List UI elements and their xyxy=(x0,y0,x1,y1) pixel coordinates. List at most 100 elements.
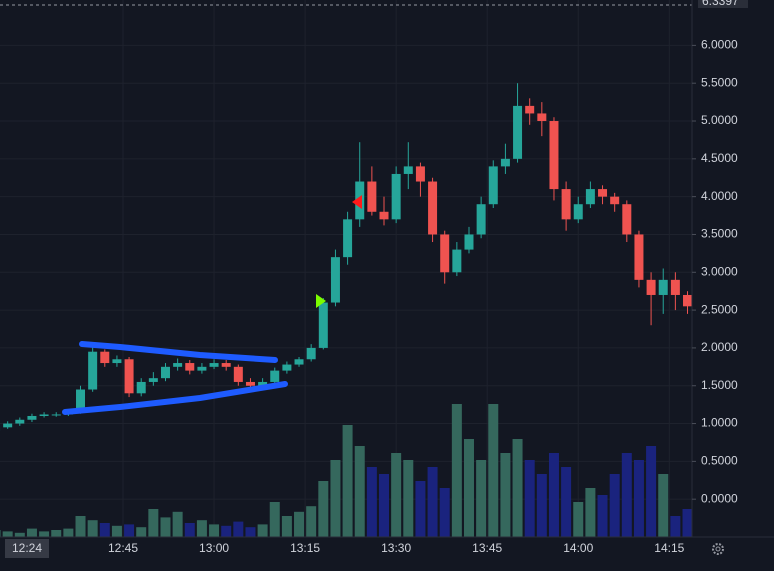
candle-body xyxy=(3,423,13,428)
volume-bar xyxy=(160,517,171,537)
candle-body xyxy=(343,219,353,258)
last-price-label: 6.3397 xyxy=(702,0,739,8)
volume-bar xyxy=(124,524,135,537)
x-tick-label: 14:00 xyxy=(563,541,593,555)
candle-body xyxy=(428,181,438,235)
settings-icon[interactable] xyxy=(712,543,724,555)
volume-bar xyxy=(391,453,402,537)
volume-bar xyxy=(148,509,159,537)
candle-body xyxy=(537,113,547,122)
volume-bar xyxy=(306,506,317,537)
y-tick-label: 3.0000 xyxy=(701,264,738,278)
candle-layer xyxy=(0,83,692,432)
y-tick-label: 5.0000 xyxy=(701,113,738,127)
y-tick-label: 1.0000 xyxy=(701,416,738,430)
trendline-upper[interactable] xyxy=(79,341,278,363)
volume-bar xyxy=(269,502,280,537)
volume-bar xyxy=(2,531,13,537)
last-price-box xyxy=(698,0,748,8)
volume-bar xyxy=(354,446,365,537)
candle-body xyxy=(270,370,280,382)
y-tick-label: 0.0000 xyxy=(701,491,738,505)
y-tick-label: 2.0000 xyxy=(701,340,738,354)
y-tick-label: 4.0000 xyxy=(701,189,738,203)
candle-body xyxy=(39,414,49,416)
volume-bar xyxy=(621,453,632,537)
x-tick-label: 14:15 xyxy=(654,541,684,555)
volume-bar xyxy=(330,460,341,537)
volume-bar xyxy=(294,511,305,537)
volume-bar xyxy=(573,502,584,537)
volume-bar xyxy=(451,404,462,537)
candle-body xyxy=(221,363,231,367)
candle-body xyxy=(209,363,219,367)
x-tick-label: 13:15 xyxy=(290,541,320,555)
volume-bar xyxy=(524,460,535,537)
volume-bar xyxy=(512,439,523,537)
volume-bar xyxy=(87,520,98,537)
y-tick-label: 0.5000 xyxy=(701,454,738,468)
volume-bar xyxy=(633,460,644,537)
candle-body xyxy=(670,279,680,295)
volume-bar xyxy=(379,474,390,537)
candle-body xyxy=(549,121,559,190)
y-tick-label: 3.5000 xyxy=(701,227,738,241)
volume-bar xyxy=(658,474,669,537)
volume-bar xyxy=(548,453,559,537)
volume-bar xyxy=(184,523,195,537)
candle-body xyxy=(173,363,183,367)
candle-body xyxy=(646,279,656,295)
candle-body xyxy=(197,366,207,371)
candle-body xyxy=(573,204,583,220)
candle-body xyxy=(51,414,61,416)
candle-body xyxy=(112,359,122,364)
volume-bar xyxy=(63,528,74,537)
volume-bar xyxy=(111,525,122,537)
volume-bar xyxy=(342,425,353,537)
candle-body xyxy=(476,204,486,235)
volume-bar xyxy=(646,446,657,537)
trendline-lower[interactable] xyxy=(62,381,288,415)
volume-bar xyxy=(500,453,511,537)
volume-bar xyxy=(221,525,232,537)
candle-body xyxy=(610,196,620,205)
buy-marker xyxy=(316,294,326,308)
volume-bar xyxy=(427,467,438,537)
volume-bar xyxy=(136,527,147,537)
x-tick-label: 13:30 xyxy=(381,541,411,555)
volume-bar xyxy=(561,467,572,537)
candle-body xyxy=(452,249,462,273)
candle-body xyxy=(15,419,25,424)
y-tick-label: 2.5000 xyxy=(701,302,738,316)
candle-body xyxy=(233,366,243,382)
volume-bar xyxy=(488,404,499,537)
candle-body xyxy=(76,389,86,413)
candle-body xyxy=(306,347,316,360)
candle-body xyxy=(634,234,644,280)
candle-body xyxy=(525,105,535,114)
volume-bar xyxy=(366,467,377,537)
volume-bar xyxy=(51,530,62,537)
y-tick-label: 5.5000 xyxy=(701,75,738,89)
candle-body xyxy=(27,415,37,420)
candle-body xyxy=(391,173,401,220)
candle-body xyxy=(488,166,498,205)
x-tick-label: 13:00 xyxy=(199,541,229,555)
y-tick-label: 4.5000 xyxy=(701,151,738,165)
volume-bar xyxy=(196,520,207,537)
sell-marker xyxy=(352,195,362,209)
volume-bar xyxy=(463,439,474,537)
candle-body xyxy=(464,234,474,250)
volume-bar xyxy=(536,474,547,537)
candle-body xyxy=(124,359,134,394)
candle-body xyxy=(148,378,158,382)
candle-body xyxy=(585,189,595,205)
volume-bar xyxy=(403,460,414,537)
volume-bar xyxy=(415,481,426,537)
x-tick-label: 13:45 xyxy=(472,541,502,555)
candle-body xyxy=(403,166,413,174)
candle-body xyxy=(160,366,170,379)
volume-bar xyxy=(318,481,329,537)
candle-body xyxy=(440,234,450,273)
